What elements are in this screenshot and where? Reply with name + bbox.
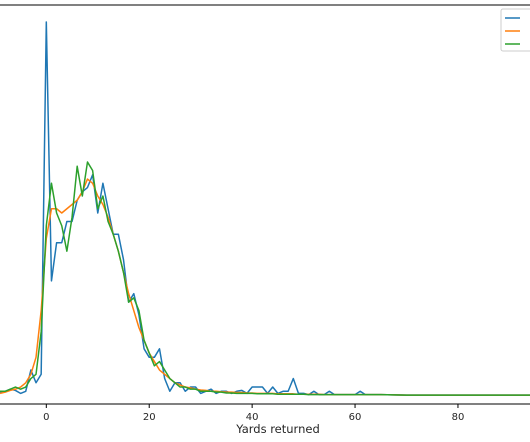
x-tick-label-80: 80 xyxy=(452,412,465,423)
axes-frame xyxy=(0,4,530,405)
x-tick-label-60: 60 xyxy=(349,412,362,423)
series-layer xyxy=(0,21,530,396)
x-axis-label: Yards returned xyxy=(235,422,320,436)
x-tick-layer: 0 20 40 60 80 xyxy=(43,404,464,423)
legend-entries xyxy=(505,17,520,45)
series-line-3 xyxy=(0,161,530,396)
x-tick-label-20: 20 xyxy=(143,412,156,423)
legend-box xyxy=(500,8,530,52)
legend xyxy=(500,8,530,52)
x-tick-label-0: 0 xyxy=(43,412,49,423)
x-tick-label-40: 40 xyxy=(246,412,259,423)
